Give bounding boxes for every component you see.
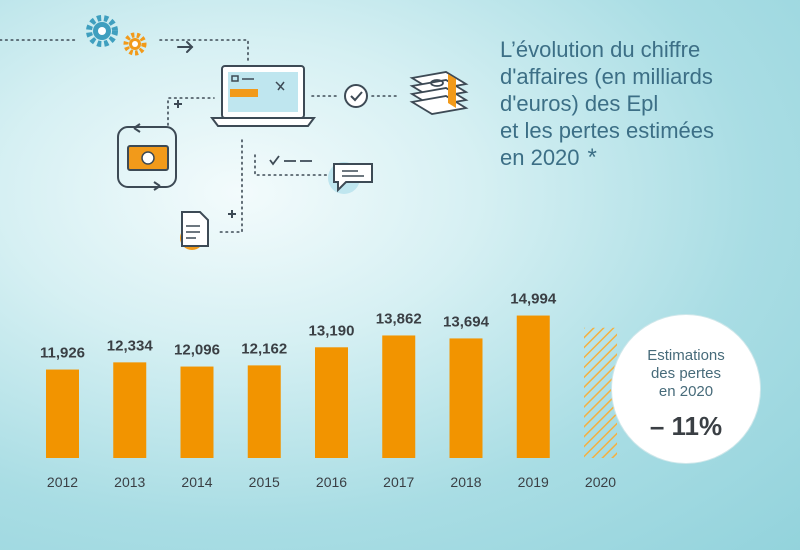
value-label-2012: 11,926 — [40, 345, 85, 362]
value-label-2015: 12,162 — [241, 340, 287, 357]
value-label-2016: 13,190 — [309, 322, 355, 339]
title-year: en 2020 — [500, 145, 580, 170]
title-line-3: d'euros) des Epl — [500, 91, 659, 116]
year-label-2017: 2017 — [383, 474, 414, 490]
estimate-line-3: en 2020 — [658, 383, 714, 400]
arrow-right-icon — [177, 41, 194, 53]
chat-bubble-icon — [328, 162, 373, 194]
value-label-2019: 14,994 — [510, 291, 557, 308]
value-label-2018: 13,694 — [443, 313, 490, 330]
bar-2012 — [46, 369, 79, 458]
bar-2014 — [180, 366, 214, 458]
estimate-caption: Estimations des pertes en 2020 — [612, 347, 760, 401]
document-icon — [180, 211, 209, 250]
bar-2017 — [382, 335, 416, 458]
estimate-value: – 11% — [649, 411, 723, 441]
bar-2018 — [449, 338, 483, 458]
year-label-2014: 2014 — [181, 474, 212, 490]
year-label-2016: 2016 — [316, 474, 347, 490]
checkmark-icon — [344, 84, 368, 108]
plus-icon — [174, 100, 182, 108]
bar-2013 — [113, 362, 147, 458]
loss-estimate-badge: Estimations des pertes en 2020 – 11% — [612, 315, 760, 463]
year-label-2020: 2020 — [585, 474, 616, 490]
title-line-4: et les pertes estimées — [500, 118, 714, 143]
plus-icon — [228, 210, 236, 218]
value-label-2013: 12,334 — [107, 337, 154, 354]
year-label-2019: 2019 — [518, 474, 549, 490]
estimate-line-1: Estimations — [647, 347, 725, 364]
value-label-2014: 12,096 — [174, 342, 220, 359]
title-line-1: L’évolution du chiffre — [500, 37, 701, 62]
laptop-icon — [210, 65, 316, 127]
asterisk-mark: * — [587, 144, 597, 171]
year-label-2012: 2012 — [47, 474, 78, 490]
bar-2020-estimate — [584, 327, 617, 458]
estimate-line-2: des pertes — [650, 365, 722, 382]
value-label-2017: 13,862 — [376, 310, 422, 327]
bar-2019 — [516, 315, 550, 458]
title-line-5: en 2020 * — [500, 144, 790, 171]
checklist-icon — [269, 155, 312, 166]
year-label-2013: 2013 — [114, 474, 145, 490]
gear-icon — [123, 32, 147, 56]
year-label-2018: 2018 — [450, 474, 481, 490]
bar-2015 — [247, 365, 281, 458]
money-exchange-icon — [117, 123, 177, 191]
year-label-2015: 2015 — [249, 474, 280, 490]
gear-icon — [86, 15, 118, 47]
money-stack-icon — [409, 71, 469, 115]
title-line-2: d'affaires (en milliards — [500, 64, 713, 89]
bar-2016 — [315, 347, 348, 458]
chart-title: L’évolution du chiffre d'affaires (en mi… — [500, 36, 790, 171]
